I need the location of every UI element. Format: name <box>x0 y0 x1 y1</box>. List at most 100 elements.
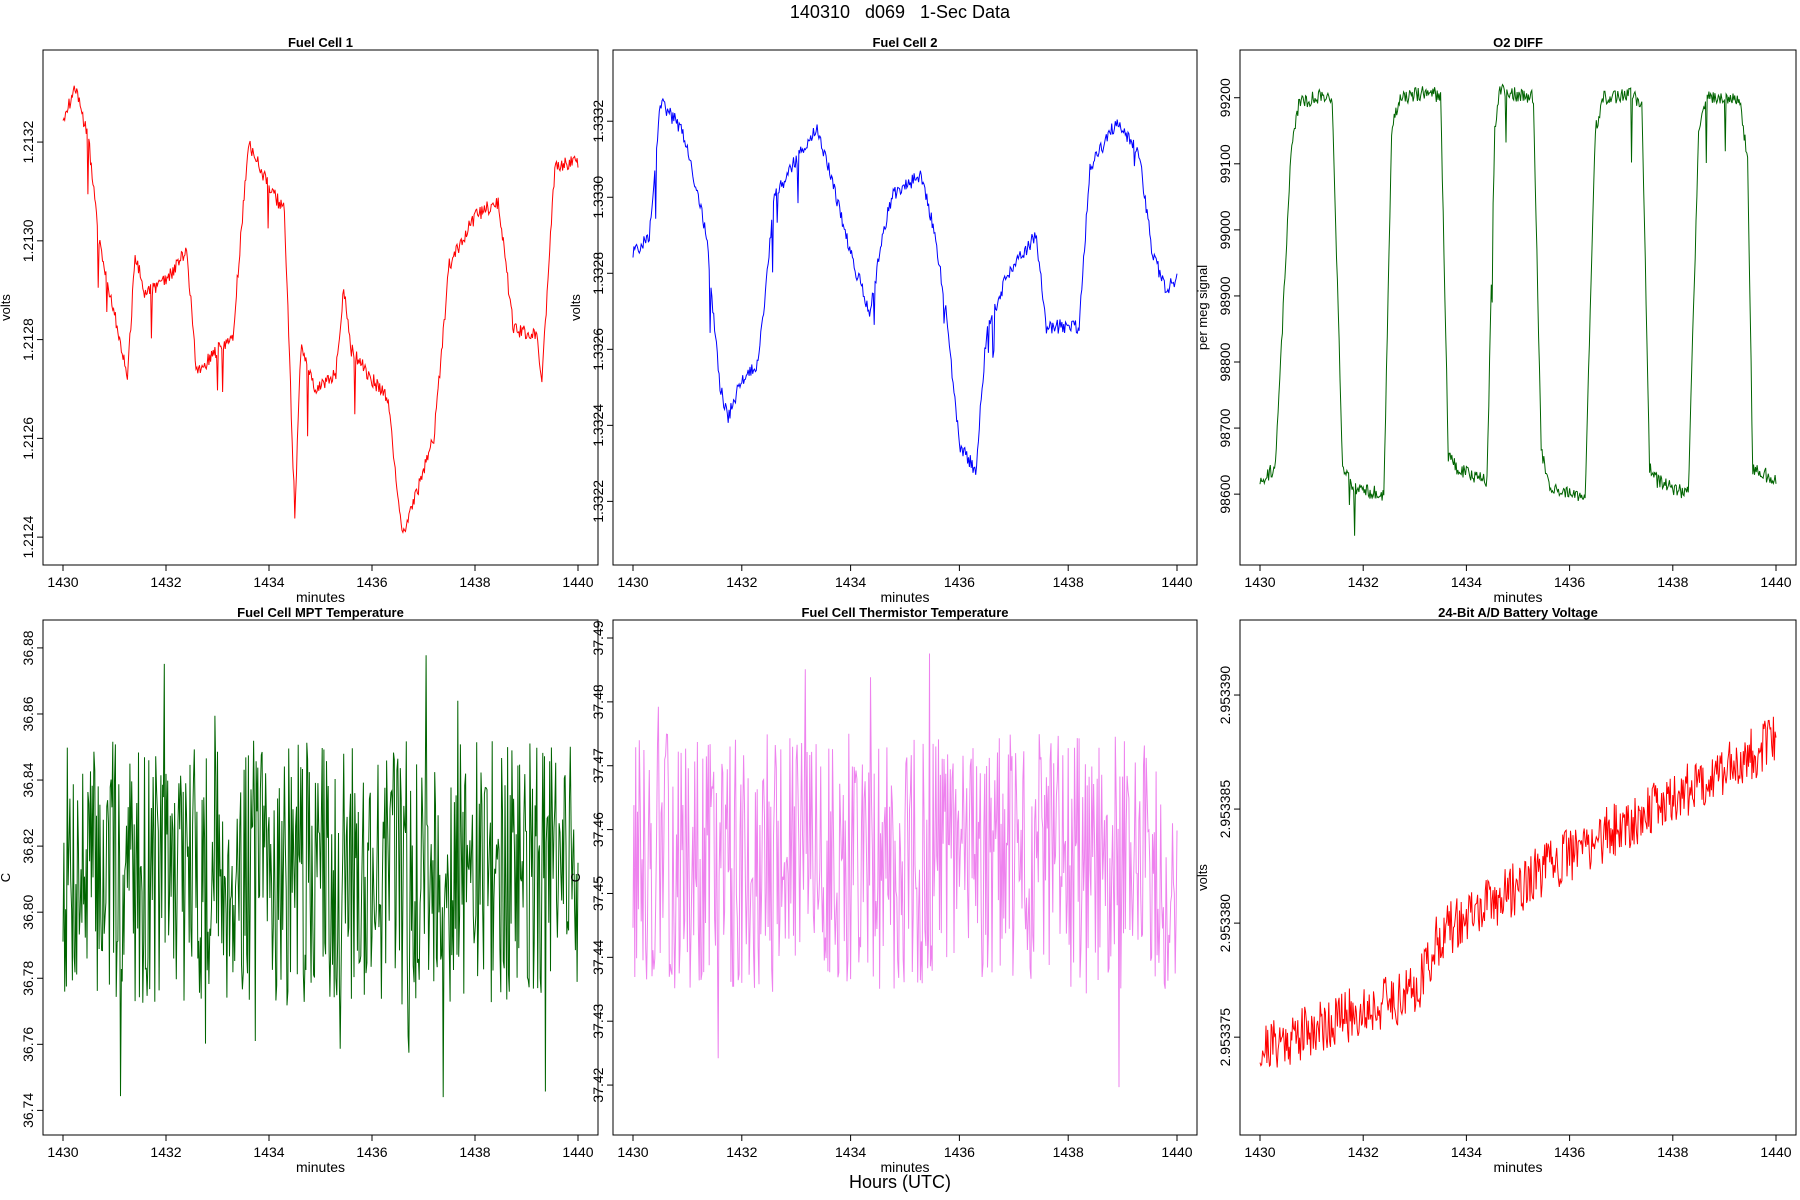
y-axis-label: C <box>568 873 583 882</box>
x-axis-label: minutes <box>880 1159 929 1175</box>
y-tick-label: 98800 <box>1217 342 1233 381</box>
x-tick-label: 1432 <box>1348 574 1379 590</box>
y-tick-label: 36.84 <box>20 762 36 797</box>
x-tick-label: 1434 <box>835 574 866 590</box>
x-tick-label: 1430 <box>617 574 648 590</box>
x-tick-label: 1432 <box>150 574 181 590</box>
x-axis-label: minutes <box>1493 589 1542 605</box>
x-tick-label: 1430 <box>617 1144 648 1160</box>
x-tick-label: 1434 <box>1451 1144 1482 1160</box>
y-axis-label: volts <box>0 294 13 321</box>
y-tick-label: 1.2124 <box>20 516 36 559</box>
x-tick-label: 1440 <box>1760 1144 1791 1160</box>
y-tick-label: 37.47 <box>590 748 606 783</box>
y-tick-label: 1.3328 <box>590 252 606 295</box>
series-line <box>1259 83 1777 536</box>
footer-axis-label: Hours (UTC) <box>849 1172 951 1192</box>
y-tick-label: 37.49 <box>590 620 606 655</box>
chart-panel-4: Fuel Cell MPT Temperature 1430 1432 1434 143… <box>0 605 599 1175</box>
y-tick-label: 98700 <box>1217 408 1233 447</box>
y-tick-label: 36.80 <box>20 894 36 929</box>
x-tick-label: 1430 <box>47 574 78 590</box>
y-tick-label: 99200 <box>1217 78 1233 117</box>
x-tick-label: 1440 <box>562 1144 593 1160</box>
x-tick-label: 1430 <box>1244 574 1275 590</box>
y-tick-label: 1.3322 <box>590 480 606 523</box>
x-tick-label: 1438 <box>1053 1144 1084 1160</box>
y-tick-label: 36.74 <box>20 1093 36 1128</box>
y-tick-label: 1.3324 <box>590 404 606 447</box>
x-tick-label: 1438 <box>1053 574 1084 590</box>
x-tick-label: 1440 <box>1760 574 1791 590</box>
page-title: 140310 d069 1-Sec Data <box>789 2 1011 22</box>
series-line <box>632 97 1178 475</box>
y-tick-label: 36.82 <box>20 828 36 863</box>
chart-panel-1: Fuel Cell 1 1430 1432 1434 1436 1438 1440 minut… <box>0 35 599 605</box>
y-axis-label: per meg signal <box>1195 265 1210 350</box>
chart-title: Fuel Cell 1 <box>288 35 353 50</box>
y-tick-label: 2.953375 <box>1217 1008 1233 1067</box>
chart-title: O2 DIFF <box>1493 35 1543 50</box>
y-tick-label: 1.3330 <box>590 176 606 219</box>
x-tick-label: 1436 <box>356 1144 387 1160</box>
x-tick-label: 1432 <box>726 574 757 590</box>
y-tick-label: 98900 <box>1217 276 1233 315</box>
y-tick-label: 1.3326 <box>590 328 606 371</box>
chart-title: Fuel Cell Thermistor Temperature <box>801 605 1008 620</box>
y-tick-label: 99000 <box>1217 210 1233 249</box>
plot-frame <box>42 49 599 566</box>
y-tick-label: 1.2128 <box>20 318 36 361</box>
y-tick-label: 1.2132 <box>20 120 36 163</box>
y-tick-label: 99100 <box>1217 144 1233 183</box>
x-tick-label: 1436 <box>944 1144 975 1160</box>
x-tick-label: 1438 <box>1657 574 1688 590</box>
x-tick-label: 1440 <box>1161 574 1192 590</box>
chart-title: Fuel Cell MPT Temperature <box>237 605 404 620</box>
x-tick-label: 1440 <box>1161 1144 1192 1160</box>
y-tick-label: 1.2130 <box>20 219 36 262</box>
x-tick-label: 1430 <box>47 1144 78 1160</box>
x-tick-label: 1434 <box>835 1144 866 1160</box>
chart-panel-5: Fuel Cell Thermistor Temperature 1430 1432… <box>568 605 1198 1175</box>
y-tick-label: 36.78 <box>20 961 36 996</box>
y-tick-label: 37.48 <box>590 684 606 719</box>
series-line <box>62 85 579 534</box>
x-axis-label: minutes <box>880 589 929 605</box>
x-tick-label: 1440 <box>562 574 593 590</box>
y-tick-label: 36.76 <box>20 1027 36 1062</box>
x-tick-label: 1438 <box>1657 1144 1688 1160</box>
x-tick-label: 1432 <box>150 1144 181 1160</box>
x-axis-label: minutes <box>296 1159 345 1175</box>
y-tick-label: 37.44 <box>590 940 606 975</box>
plot-frame <box>42 619 599 1136</box>
x-tick-label: 1432 <box>726 1144 757 1160</box>
x-tick-label: 1436 <box>1554 1144 1585 1160</box>
y-axis-label: C <box>0 873 13 882</box>
y-tick-label: 2.953385 <box>1217 780 1233 839</box>
y-tick-label: 1.3332 <box>590 100 606 143</box>
y-tick-label: 37.43 <box>590 1003 606 1038</box>
y-tick-label: 37.45 <box>590 876 606 911</box>
plot-frame <box>1239 619 1797 1136</box>
y-tick-label: 37.42 <box>590 1067 606 1102</box>
x-tick-label: 1436 <box>944 574 975 590</box>
y-axis-label: volts <box>568 294 583 321</box>
series-line <box>1259 716 1777 1068</box>
chart-title: 24-Bit A/D Battery Voltage <box>1438 605 1598 620</box>
x-tick-label: 1436 <box>356 574 387 590</box>
chart-panel-6: 24-Bit A/D Battery Voltage 1430 1432 1434 14… <box>1195 605 1797 1175</box>
y-tick-label: 98600 <box>1217 474 1233 513</box>
chart-title: Fuel Cell 2 <box>872 35 937 50</box>
plot-frame <box>612 619 1198 1136</box>
series-line <box>632 653 1178 1088</box>
x-tick-label: 1432 <box>1348 1144 1379 1160</box>
y-tick-label: 36.86 <box>20 696 36 731</box>
x-tick-label: 1434 <box>1451 574 1482 590</box>
x-axis-label: minutes <box>1493 1159 1542 1175</box>
x-axis-label: minutes <box>296 589 345 605</box>
y-tick-label: 2.953390 <box>1217 666 1233 725</box>
y-tick-label: 2.953380 <box>1217 894 1233 953</box>
x-tick-label: 1436 <box>1554 574 1585 590</box>
y-tick-label: 1.2126 <box>20 417 36 460</box>
